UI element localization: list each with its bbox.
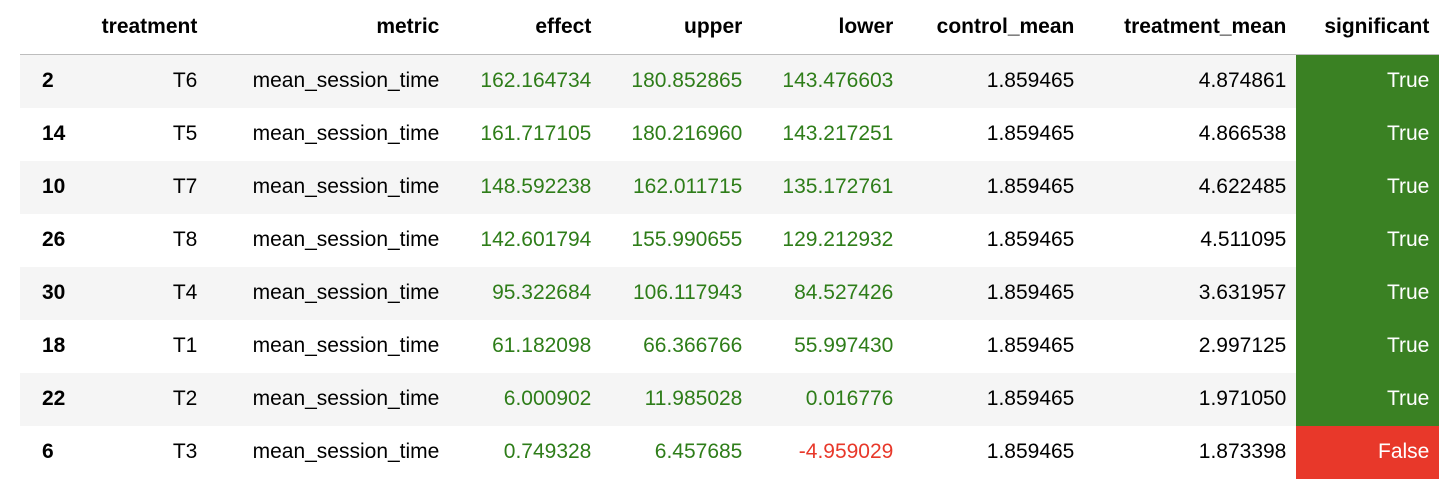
cell-treatment-mean: 1.873398 bbox=[1198, 440, 1287, 463]
cell-upper: 180.216960 bbox=[631, 122, 743, 145]
cell-upper: 155.990655 bbox=[631, 228, 743, 251]
cell-lower: 135.172761 bbox=[782, 175, 894, 198]
cell-effect: 148.592238 bbox=[480, 175, 592, 198]
cell-metric: mean_session_time bbox=[252, 69, 440, 93]
table-row: 14 T5 mean_session_time 161.717105 180.21696… bbox=[20, 107, 1440, 161]
cell-upper: 162.011715 bbox=[632, 175, 743, 198]
row-index: 10 bbox=[42, 175, 66, 198]
header-row: treatment metric effect upper lower cont… bbox=[20, 0, 1440, 55]
header-index bbox=[20, 0, 76, 55]
cell-effect: 142.601794 bbox=[480, 228, 592, 251]
cell-significant: True bbox=[1296, 372, 1440, 426]
cell-control-mean: 1.859465 bbox=[986, 122, 1075, 145]
cell-lower: 55.997430 bbox=[794, 334, 894, 357]
cell-metric: mean_session_time bbox=[252, 175, 440, 198]
cell-effect: 161.717105 bbox=[480, 122, 592, 145]
cell-upper: 106.117943 bbox=[632, 281, 743, 304]
cell-control-mean: 1.859465 bbox=[986, 175, 1075, 198]
cell-metric: mean_session_time bbox=[252, 387, 440, 410]
cell-lower: 129.212932 bbox=[782, 228, 894, 251]
cell-significant: True bbox=[1296, 319, 1440, 373]
cell-effect: 162.164734 bbox=[480, 69, 592, 93]
row-index: 22 bbox=[42, 387, 66, 410]
cell-upper: 11.985028 bbox=[644, 387, 743, 410]
cell-metric: mean_session_time bbox=[252, 228, 440, 251]
cell-treatment: T8 bbox=[172, 228, 198, 251]
cell-significant: True bbox=[1296, 54, 1440, 108]
cell-treatment-mean: 4.511095 bbox=[1200, 228, 1287, 251]
cell-treatment: T3 bbox=[172, 440, 198, 463]
cell-metric: mean_session_time bbox=[252, 440, 440, 463]
cell-control-mean: 1.859465 bbox=[986, 387, 1075, 410]
cell-treatment-mean: 2.997125 bbox=[1198, 334, 1287, 357]
header-treatment: treatment bbox=[75, 0, 208, 55]
cell-lower: 84.527426 bbox=[794, 281, 894, 304]
cell-significant: True bbox=[1296, 160, 1440, 214]
cell-treatment-mean: 4.866538 bbox=[1198, 122, 1287, 145]
row-index: 18 bbox=[42, 334, 66, 357]
cell-lower: -4.959029 bbox=[798, 440, 894, 463]
cell-effect: 0.749328 bbox=[503, 440, 592, 463]
table-row: 10 T7 mean_session_time 148.592238 162.01171… bbox=[20, 160, 1440, 214]
cell-treatment: T7 bbox=[172, 175, 198, 198]
row-index: 6 bbox=[42, 440, 54, 463]
cell-treatment: T2 bbox=[172, 387, 198, 410]
header-upper: upper bbox=[601, 0, 753, 55]
header-effect: effect bbox=[449, 0, 602, 55]
cell-control-mean: 1.859465 bbox=[986, 228, 1075, 251]
cell-metric: mean_session_time bbox=[252, 334, 440, 357]
cell-treatment-mean: 4.622485 bbox=[1198, 175, 1287, 198]
cell-lower: 0.016776 bbox=[805, 387, 894, 410]
row-index: 30 bbox=[42, 281, 66, 304]
cell-upper: 66.366766 bbox=[643, 334, 743, 357]
row-index: 2 bbox=[42, 69, 54, 93]
table-row: 30 T4 mean_session_time 95.322684 106.117943… bbox=[20, 266, 1440, 320]
header-metric: metric bbox=[207, 0, 450, 55]
cell-control-mean: 1.859465 bbox=[986, 69, 1075, 93]
cell-significant: True bbox=[1296, 213, 1440, 267]
table-header: treatment metric effect upper lower cont… bbox=[20, 0, 1440, 55]
cell-control-mean: 1.859465 bbox=[986, 440, 1075, 463]
table-row: 26 T8 mean_session_time 142.601794 155.99065… bbox=[20, 213, 1440, 267]
cell-lower: 143.476603 bbox=[782, 69, 894, 93]
cell-lower: 143.217251 bbox=[782, 122, 894, 145]
cell-significant: True bbox=[1296, 266, 1440, 320]
cell-effect: 95.322684 bbox=[492, 281, 592, 304]
table-body: 2 T6 mean_session_time 162.164734 180.852865… bbox=[20, 54, 1440, 479]
table-row: 6 T3 mean_session_time 0.749328 6.457685 -4.9… bbox=[20, 425, 1440, 479]
cell-treatment: T6 bbox=[172, 69, 198, 93]
row-index: 26 bbox=[42, 228, 66, 251]
cell-metric: mean_session_time bbox=[252, 122, 440, 145]
cell-significant: False bbox=[1296, 425, 1440, 479]
dataframe-container: treatment metric effect upper lower cont… bbox=[20, 0, 1440, 479]
table-row: 2 T6 mean_session_time 162.164734 180.852865… bbox=[20, 54, 1440, 108]
cell-upper: 180.852865 bbox=[631, 69, 743, 93]
header-control-mean: control_mean bbox=[903, 0, 1085, 55]
cell-control-mean: 1.859465 bbox=[986, 334, 1075, 357]
header-significant: significant bbox=[1296, 0, 1440, 55]
results-table: treatment metric effect upper lower cont… bbox=[20, 0, 1440, 479]
cell-effect: 61.182098 bbox=[492, 334, 592, 357]
cell-upper: 6.457685 bbox=[654, 440, 743, 463]
cell-treatment: T4 bbox=[172, 281, 198, 304]
cell-treatment-mean: 3.631957 bbox=[1198, 281, 1287, 304]
cell-treatment: T1 bbox=[172, 334, 198, 357]
row-index: 14 bbox=[42, 122, 66, 145]
header-treatment-mean: treatment_mean bbox=[1084, 0, 1297, 55]
cell-treatment: T5 bbox=[172, 122, 198, 145]
cell-control-mean: 1.859465 bbox=[986, 281, 1075, 304]
cell-significant: True bbox=[1296, 107, 1440, 161]
header-lower: lower bbox=[752, 0, 904, 55]
cell-treatment-mean: 4.874861 bbox=[1198, 69, 1287, 93]
cell-treatment-mean: 1.971050 bbox=[1198, 387, 1287, 410]
cell-metric: mean_session_time bbox=[252, 281, 440, 304]
table-row: 22 T2 mean_session_time 6.000902 11.985028 0.… bbox=[20, 372, 1440, 426]
cell-effect: 6.000902 bbox=[503, 387, 592, 410]
table-row: 18 T1 mean_session_time 61.182098 66.366766 5… bbox=[20, 319, 1440, 373]
